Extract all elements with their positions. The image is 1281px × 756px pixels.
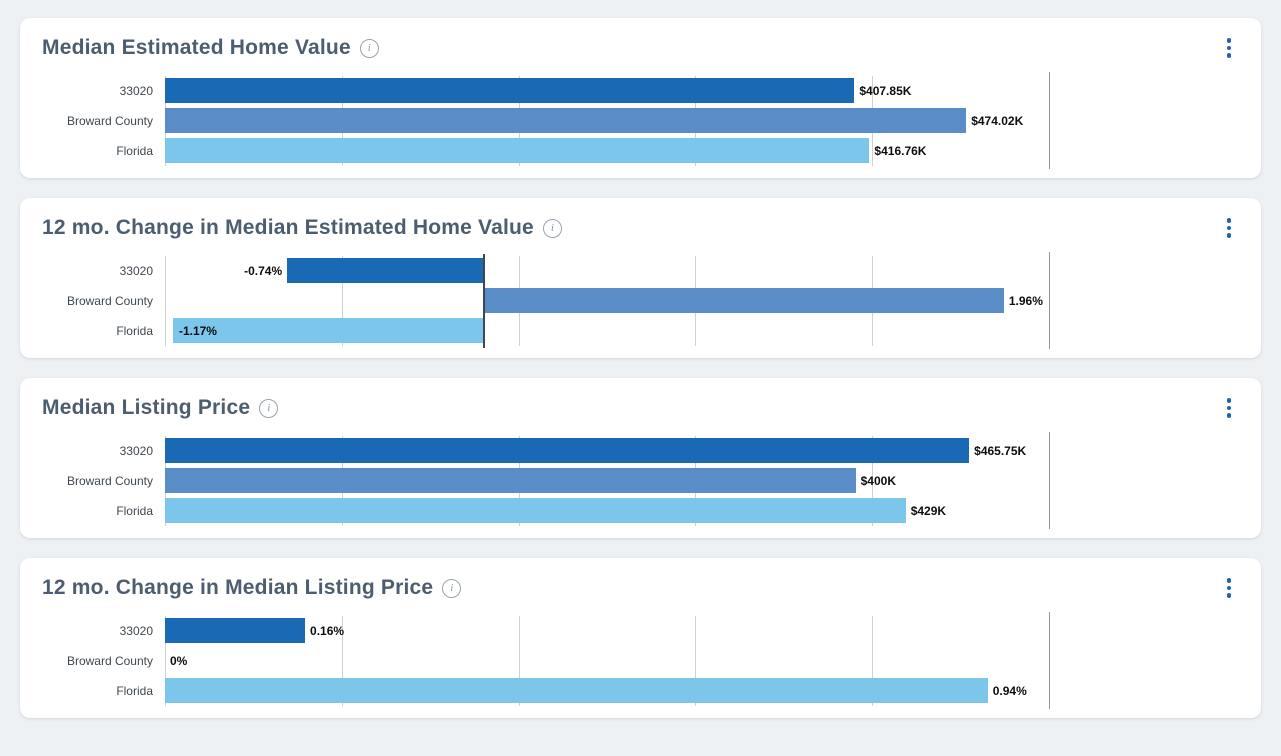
axis-end-line — [1049, 252, 1050, 349]
bar-row-33020: $407.85K — [165, 76, 1049, 106]
kebab-menu-icon[interactable] — [1221, 394, 1238, 422]
category-labels: 33020 Broward County Florida — [42, 616, 165, 706]
card-title: 12 mo. Change in Median Estimated Home V… — [42, 216, 534, 239]
value-label-broward-county: 1.96% — [1008, 294, 1043, 308]
card-header: 12 mo. Change in Median Listing Price i — [42, 572, 1237, 604]
value-label-33020: -0.74% — [244, 264, 283, 278]
bar-chart: 33020 Broward County Florida $465.75K $400K… — [42, 432, 1237, 529]
value-label-broward-county: $474.02K — [971, 114, 1024, 128]
bar-33020 — [165, 618, 306, 643]
value-label-florida: $416.76K — [874, 144, 927, 158]
bar-chart: 33020 Broward County Florida $407.85K $474.… — [42, 72, 1237, 169]
card-header: Median Listing Price i — [42, 392, 1237, 424]
kebab-menu-icon[interactable] — [1221, 574, 1238, 602]
card-title: 12 mo. Change in Median Listing Price — [42, 576, 434, 599]
kebab-menu-icon[interactable] — [1221, 214, 1238, 242]
category-label-broward-county: Broward County — [66, 474, 153, 488]
category-labels: 33020 Broward County Florida — [42, 76, 165, 166]
bar-row-broward-county: 1.96% — [165, 286, 1049, 316]
bar-florida — [165, 678, 988, 703]
value-label-florida: $429K — [910, 504, 947, 518]
category-label-33020: 33020 — [119, 624, 153, 638]
axis-end-line — [1049, 612, 1050, 709]
bar-broward-county — [165, 108, 967, 133]
value-label-florida: 0.94% — [992, 684, 1027, 698]
bar-row-florida: 0.94% — [165, 676, 1049, 706]
category-label-33020: 33020 — [119, 264, 153, 278]
category-labels: 33020 Broward County Florida — [42, 436, 165, 526]
category-label-33020: 33020 — [119, 84, 153, 98]
bar-chart: 33020 Broward County Florida 0.16% 0% 0.94% — [42, 612, 1237, 709]
gridline — [872, 436, 874, 526]
gridline — [165, 616, 166, 706]
bar-row-florida: $416.76K — [165, 136, 1049, 166]
card-header: 12 mo. Change in Median Estimated Home V… — [42, 212, 1237, 244]
value-label-33020: 0.16% — [310, 624, 345, 638]
bar-florida — [165, 498, 906, 523]
bar-florida: -1.17% — [172, 318, 484, 343]
zero-baseline — [482, 254, 485, 348]
card-title: Median Estimated Home Value — [42, 36, 351, 59]
bar-row-33020: 0.16% — [165, 616, 1049, 646]
kebab-menu-icon[interactable] — [1221, 34, 1238, 62]
category-label-florida: Florida — [116, 504, 153, 518]
category-label-broward-county: Broward County — [66, 654, 153, 668]
category-labels: 33020 Broward County Florida — [42, 256, 165, 346]
category-label-florida: Florida — [116, 684, 153, 698]
bar-broward-county — [483, 288, 1004, 313]
bar-row-florida: $429K — [165, 496, 1049, 526]
card-12mo-change-median-listing-price: 12 mo. Change in Median Listing Price i … — [20, 558, 1261, 718]
gridline — [341, 256, 343, 346]
card-title: Median Listing Price — [42, 396, 251, 419]
category-label-broward-county: Broward County — [66, 114, 153, 128]
bar-row-broward-county: $400K — [165, 466, 1049, 496]
bar-row-33020: $465.75K — [165, 436, 1049, 466]
value-label-broward-county: 0% — [170, 654, 188, 668]
bar-33020 — [287, 258, 484, 283]
info-icon[interactable]: i — [442, 578, 462, 598]
bar-florida — [165, 138, 870, 163]
category-label-broward-county: Broward County — [66, 294, 153, 308]
card-median-listing-price: Median Listing Price i 33020 Broward Coun… — [20, 378, 1261, 538]
value-label-33020: $407.85K — [859, 84, 912, 98]
plot-area: $407.85K $474.02K $416.76K — [165, 72, 1050, 169]
category-label-florida: Florida — [116, 324, 153, 338]
gridline — [695, 616, 697, 706]
gridline — [341, 616, 343, 706]
info-icon[interactable]: i — [359, 38, 379, 58]
bar-33020 — [165, 78, 855, 103]
gridline — [518, 616, 520, 706]
card-12mo-change-median-estimated-home-value: 12 mo. Change in Median Estimated Home V… — [20, 198, 1261, 358]
info-icon[interactable]: i — [542, 218, 562, 238]
axis-end-line — [1049, 432, 1050, 529]
gridline — [165, 256, 166, 346]
plot-area: -0.74% 1.96% -1.17% — [165, 252, 1050, 349]
value-label-33020: $465.75K — [974, 444, 1027, 458]
plot-area: $465.75K $400K $429K — [165, 432, 1050, 529]
bar-broward-county — [165, 468, 856, 493]
value-label-broward-county: $400K — [860, 474, 896, 488]
bar-row-broward-county: 0% — [165, 646, 1049, 676]
plot-area: 0.16% 0% 0.94% — [165, 612, 1050, 709]
card-median-estimated-home-value: Median Estimated Home Value i 33020 Browa… — [20, 18, 1261, 178]
axis-end-line — [1049, 72, 1050, 169]
category-label-florida: Florida — [116, 144, 153, 158]
bar-row-florida: -1.17% — [165, 316, 1049, 346]
value-label-florida: -1.17% — [178, 323, 217, 338]
bar-row-broward-county: $474.02K — [165, 106, 1049, 136]
category-label-33020: 33020 — [119, 444, 153, 458]
bar-row-33020: -0.74% — [165, 256, 1049, 286]
bar-33020 — [165, 438, 970, 463]
card-header: Median Estimated Home Value i — [42, 32, 1237, 64]
gridline — [872, 616, 874, 706]
info-icon[interactable]: i — [259, 398, 279, 418]
bar-chart: 33020 Broward County Florida -0.74% 1.96% -1… — [42, 252, 1237, 349]
